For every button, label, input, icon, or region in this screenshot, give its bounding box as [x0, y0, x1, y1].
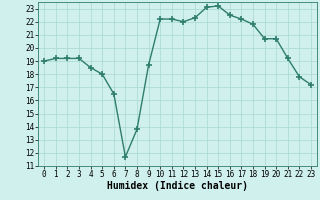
- X-axis label: Humidex (Indice chaleur): Humidex (Indice chaleur): [107, 181, 248, 191]
